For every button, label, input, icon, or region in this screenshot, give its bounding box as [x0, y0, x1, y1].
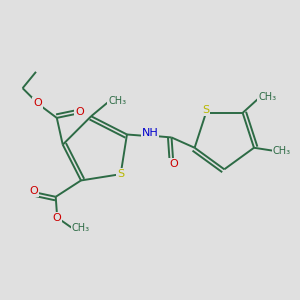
Text: CH₃: CH₃	[72, 223, 90, 233]
Text: CH₃: CH₃	[273, 146, 291, 156]
Text: CH₃: CH₃	[108, 96, 126, 106]
Text: O: O	[29, 186, 38, 196]
Text: O: O	[169, 159, 178, 169]
Text: O: O	[33, 98, 42, 108]
Text: O: O	[75, 107, 84, 117]
Text: S: S	[117, 169, 124, 179]
Text: CH₃: CH₃	[258, 92, 276, 102]
Text: S: S	[202, 105, 209, 115]
Text: O: O	[53, 213, 62, 223]
Text: NH: NH	[142, 128, 158, 138]
